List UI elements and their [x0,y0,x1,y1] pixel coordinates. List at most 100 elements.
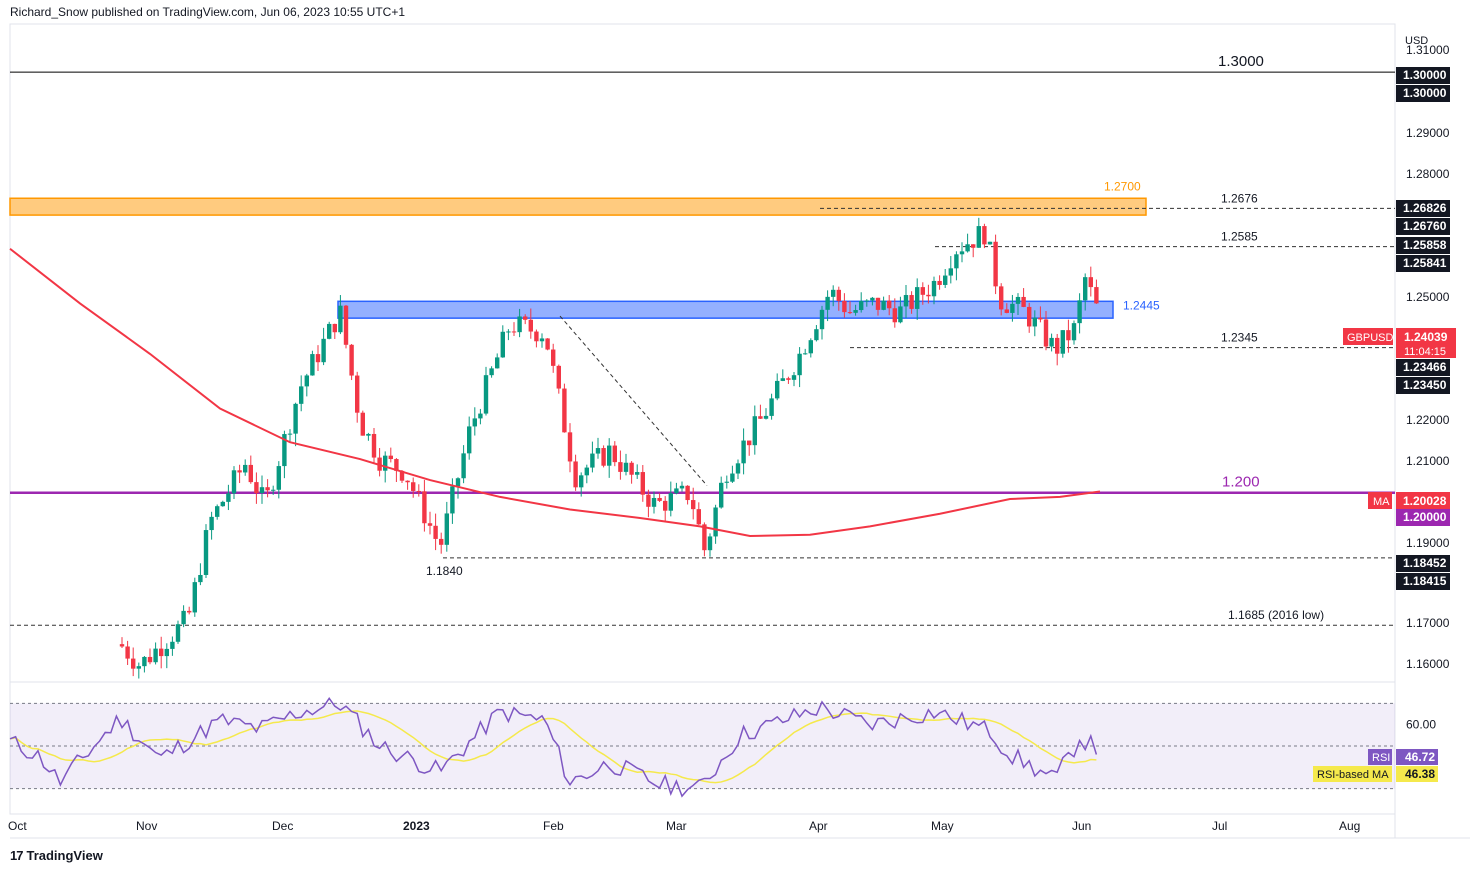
candle [993,241,998,287]
brand-name: TradingView [26,848,103,863]
level-label: 1.2345 [1221,331,1258,345]
candle [209,516,214,531]
candle [814,329,819,341]
candle [489,368,494,376]
candle [136,666,141,669]
candle [450,486,455,514]
candle [1088,277,1093,288]
candle [679,485,685,489]
candle [360,412,365,436]
y-tick-label: 1.21000 [1406,454,1450,468]
symbol-label: GBPUSD [1347,332,1394,344]
candle [517,316,522,333]
axis-value-label: 1.25858 [1403,238,1447,252]
candle [506,331,511,333]
axis-value-box [1396,509,1450,526]
candle [383,455,388,471]
candle [976,226,981,248]
candle [635,472,640,475]
candle [707,536,713,551]
candle [1021,296,1026,307]
candle [282,434,287,467]
candle [327,323,332,339]
axis-value-label: 1.18452 [1403,556,1447,570]
candle [819,309,825,330]
rsi-value-box [1396,749,1438,765]
y-tick-label: 1.25000 [1406,290,1450,304]
candle [119,644,125,647]
tradingview-logo[interactable]: 17 TradingView [10,848,103,863]
x-tick-label: Jul [1212,819,1227,833]
candle [595,448,601,454]
candle [903,295,909,307]
candle [528,319,533,332]
x-tick-label: Jun [1072,819,1091,833]
candle [276,466,281,490]
candle [640,472,645,495]
candle [321,338,326,363]
candle [847,312,853,314]
price-badge [1396,328,1456,358]
axis-value-box [1396,237,1450,254]
rsi-tick-label: 60.00 [1406,718,1436,732]
y-tick-label: 1.19000 [1406,536,1450,550]
axis-value-label: 1.23466 [1403,360,1447,374]
candle [601,448,606,466]
x-tick-label: Feb [543,819,564,833]
candle [399,470,405,481]
axis-value-label: 1.30000 [1403,68,1447,82]
candle [461,453,466,479]
y-tick-label: 1.31000 [1406,43,1450,57]
candle [870,297,875,301]
candle [954,254,959,269]
candle [719,482,724,508]
candle [472,418,477,427]
candle [131,658,136,669]
candle [455,478,461,487]
tradingview-icon: 17 [10,848,24,863]
candle [243,464,248,473]
candle [444,513,449,545]
candle [713,507,718,537]
candle [674,488,679,494]
moving-average-line [9,247,1101,538]
candle [1032,317,1037,327]
axis-value-box [1396,85,1450,102]
candle [198,574,203,583]
candle [1049,337,1054,347]
y-tick-label: 1.16000 [1406,657,1450,671]
candle [1027,306,1032,327]
candle [422,491,427,524]
candle [965,244,970,252]
x-tick-label: Dec [272,819,293,833]
candle [836,289,841,301]
candle [433,525,438,539]
axis-value-box [1396,67,1450,84]
candle [948,268,953,276]
x-tick-label: Mar [666,819,687,833]
candle [478,413,483,419]
candle [943,275,948,285]
axis-value-label: 1.20000 [1403,510,1447,524]
candle [758,416,763,419]
candle [254,482,259,494]
candle [203,530,209,575]
candle [388,455,393,460]
candle [147,656,153,663]
candle [864,300,869,302]
y-tick-label: 1.17000 [1406,616,1450,630]
x-tick-label: Apr [809,819,828,833]
publish-info: Richard_Snow published on TradingView.co… [10,5,406,19]
rsi-ma-line [9,710,1097,784]
candle [237,470,242,473]
candle [752,416,757,446]
symbol-badge [1343,328,1393,345]
candle [1060,330,1065,354]
candle [741,440,746,464]
candle [1004,309,1009,313]
axis-value-label: 1.26760 [1403,219,1447,233]
candle [797,353,802,376]
rsi-ma-badge [1313,766,1392,782]
candle [271,489,276,491]
